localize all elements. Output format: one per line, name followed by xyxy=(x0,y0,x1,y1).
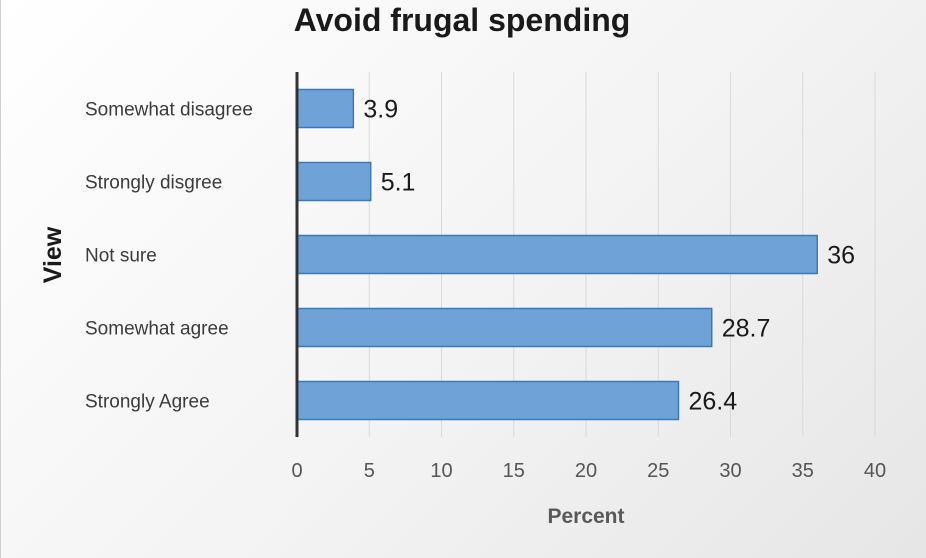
chart-title: Avoid frugal spending xyxy=(293,2,631,38)
bar xyxy=(296,161,372,202)
bar xyxy=(296,234,818,275)
category-label: Somewhat agree xyxy=(85,319,229,340)
category-label: Strongly disgree xyxy=(85,173,222,194)
x-axis-title: Percent xyxy=(547,505,624,528)
x-tick-label: 35 xyxy=(792,460,814,482)
x-tick-label: 15 xyxy=(503,460,525,482)
category-label: Not sure xyxy=(85,246,157,267)
x-tick-label: 10 xyxy=(430,460,452,482)
x-tick-label: 40 xyxy=(864,460,886,482)
data-label: 36 xyxy=(827,242,855,270)
x-tick-label: 0 xyxy=(291,460,302,482)
labels: 0 5 10 15 20 25 30 35 40 Somewhat disagree 3.9 Stro… xyxy=(85,96,886,483)
x-tick-label: 20 xyxy=(575,460,597,482)
bars xyxy=(296,88,818,421)
data-label: 26.4 xyxy=(688,388,737,416)
bar xyxy=(296,307,713,348)
data-label: 5.1 xyxy=(381,169,416,197)
y-axis-title: View xyxy=(39,226,67,283)
bar xyxy=(296,380,680,421)
category-label: Strongly Agree xyxy=(85,392,210,413)
x-tick-label: 5 xyxy=(364,460,375,482)
category-label: Somewhat disagree xyxy=(85,100,253,121)
x-tick-label: 30 xyxy=(719,460,741,482)
x-tick-label: 25 xyxy=(647,460,669,482)
data-label: 3.9 xyxy=(363,96,398,124)
bar xyxy=(296,88,355,129)
data-label: 28.7 xyxy=(722,315,771,343)
